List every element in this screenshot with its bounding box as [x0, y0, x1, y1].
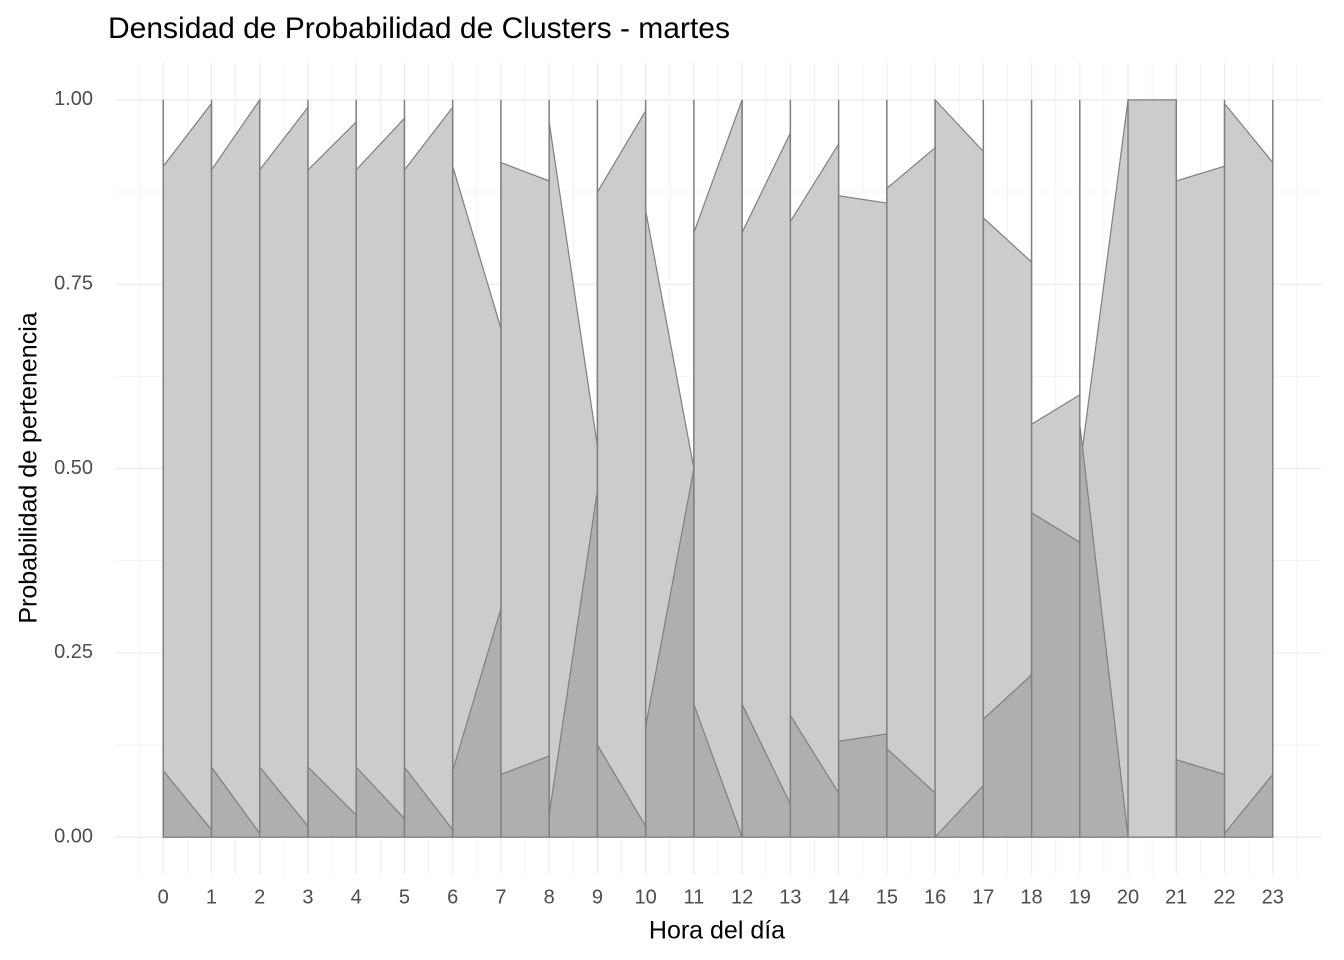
x-tick-label: 12: [731, 886, 753, 908]
y-tick-label: 0.00: [54, 825, 93, 847]
y-tick-label: 0.25: [54, 641, 93, 663]
x-tick-label: 13: [779, 886, 801, 908]
x-tick-label: 10: [635, 886, 657, 908]
x-tick-label: 7: [495, 886, 506, 908]
x-tick-label: 3: [302, 886, 313, 908]
x-tick-label: 17: [972, 886, 994, 908]
y-tick-label: 0.50: [54, 457, 93, 479]
x-tick-label: 1: [206, 886, 217, 908]
x-tick-label: 16: [924, 886, 946, 908]
x-tick-label: 23: [1262, 886, 1284, 908]
x-tick-label: 2: [254, 886, 265, 908]
x-axis-label: Hora del día: [649, 917, 785, 945]
x-tick-label: 9: [592, 886, 603, 908]
area: [162, 424, 1274, 839]
x-tick-label: 22: [1213, 886, 1235, 908]
x-tick-label: 0: [158, 886, 169, 908]
area: [162, 97, 1274, 838]
x-tick-label: 5: [399, 886, 410, 908]
chart-title: Densidad de Probabilidad de Clusters - m…: [108, 12, 730, 45]
x-tick-label: 20: [1117, 886, 1139, 908]
x-tick-label: 14: [827, 886, 849, 908]
y-tick-label: 1.00: [54, 88, 93, 110]
x-tick-label: 19: [1069, 886, 1091, 908]
x-tick-label: 15: [876, 886, 898, 908]
y-axis-label: Probabilidad de pertenencia: [15, 312, 43, 623]
x-tick-label: 8: [544, 886, 555, 908]
x-tick-label: 18: [1020, 886, 1042, 908]
x-tick-label: 11: [683, 886, 704, 908]
x-tick-label: 6: [447, 886, 458, 908]
y-tick-label: 0.75: [54, 272, 93, 294]
x-tick-label: 21: [1165, 886, 1187, 908]
x-tick-label: 4: [351, 886, 362, 908]
